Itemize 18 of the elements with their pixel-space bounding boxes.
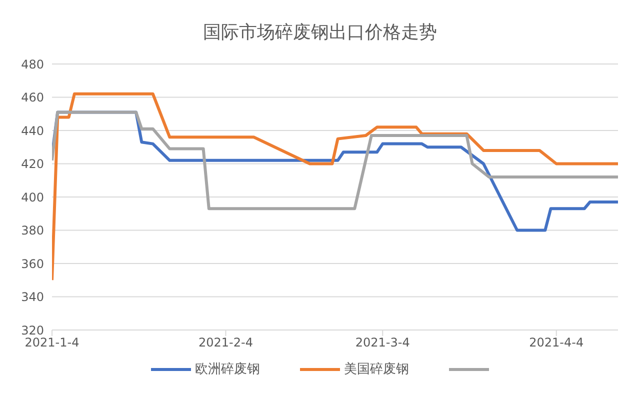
x-tick-label: 2021-2-4 (198, 336, 253, 350)
legend-label: 美国碎废钢 (344, 361, 409, 378)
y-tick-label: 380 (21, 224, 44, 238)
legend-label: 欧洲碎废钢 (195, 361, 260, 378)
y-tick-label: 360 (21, 256, 44, 271)
y-tick-label: 460 (21, 90, 44, 105)
y-tick-label: 400 (21, 190, 44, 204)
chart-title: 国际市场碎废钢出口价格走势 (202, 21, 438, 45)
y-tick-label: 480 (21, 57, 44, 72)
line-series (52, 110, 618, 210)
y-tick-label: 340 (21, 290, 44, 304)
y-tick-label: 440 (21, 124, 44, 138)
y-tick-label: 320 (21, 323, 44, 338)
x-tick-label: 2021-4-4 (529, 336, 584, 350)
x-tick-label: 2021-3-4 (355, 336, 410, 350)
line-series (52, 92, 618, 282)
y-tick-label: 420 (21, 157, 44, 172)
x-tick-label: 2021-1-4 (24, 336, 80, 350)
